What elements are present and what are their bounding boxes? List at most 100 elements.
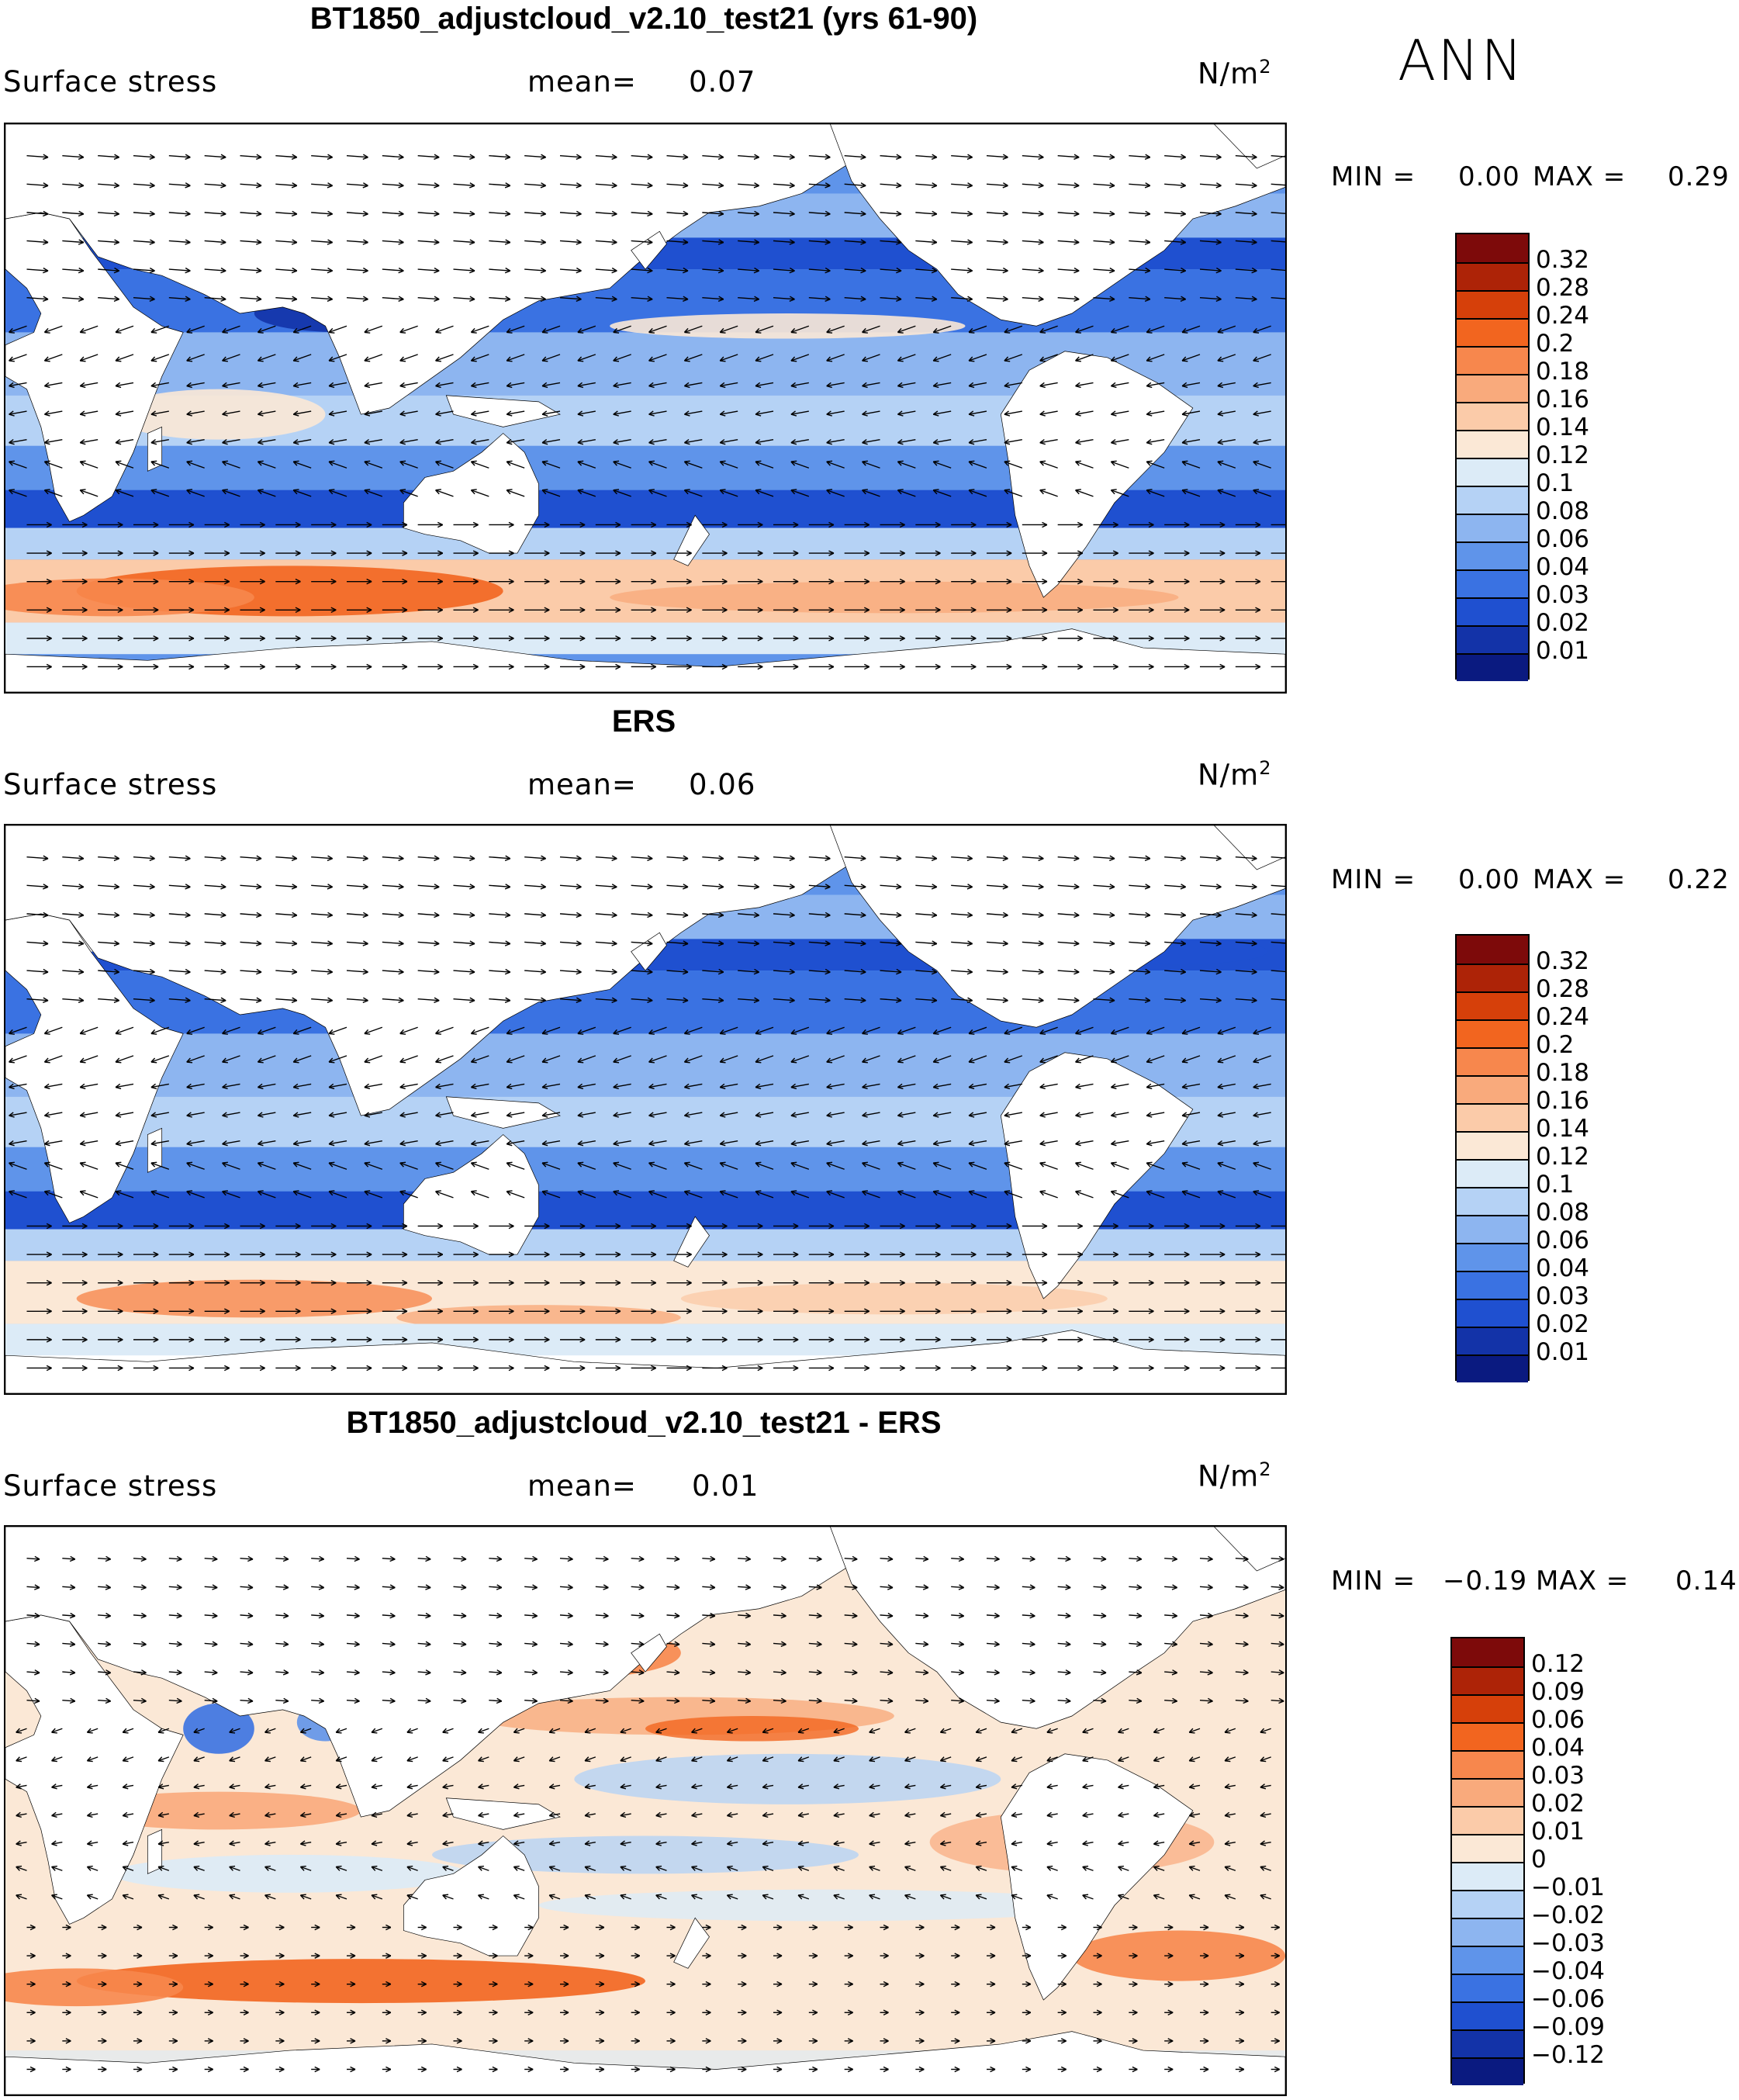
- colorbar-segment: [1457, 346, 1528, 374]
- colorbar-segment: [1457, 1019, 1528, 1047]
- colorbar-segment: [1457, 402, 1528, 430]
- colorbar-segment: [1457, 262, 1528, 290]
- colorbar-tick-label: 0.12: [1536, 441, 1590, 469]
- panel-3-colorbar: [1450, 1637, 1525, 2085]
- colorbar-tick-label: 0.32: [1536, 246, 1590, 274]
- colorbar-segment: [1457, 514, 1528, 541]
- colorbar-segment: [1452, 1946, 1523, 1974]
- colorbar-tick-label: −0.01: [1531, 1873, 1605, 1901]
- colorbar-segment: [1452, 1778, 1523, 1806]
- colorbar-segment: [1457, 1131, 1528, 1159]
- colorbar-segment: [1457, 1215, 1528, 1243]
- colorbar-segment: [1457, 1243, 1528, 1271]
- panel-2-max-value: 0.22: [1668, 864, 1730, 895]
- panel-1-colorbar: [1455, 233, 1530, 681]
- panel-3-variable: Surface stress: [3, 1469, 218, 1503]
- colorbar-segment: [1452, 1750, 1523, 1778]
- colorbar-segment: [1457, 1187, 1528, 1215]
- colorbar-tick-label: 0.04: [1531, 1734, 1585, 1762]
- colorbar-tick-label: 0.14: [1536, 1115, 1590, 1143]
- colorbar-tick-label: −0.09: [1531, 2013, 1605, 2041]
- colorbar-tick-label: −0.06: [1531, 1985, 1605, 2013]
- colorbar-segment: [1457, 991, 1528, 1019]
- colorbar-tick-label: 0.14: [1536, 413, 1590, 441]
- panel-1-variable: Surface stress: [3, 65, 218, 99]
- colorbar-segment: [1457, 318, 1528, 346]
- panel-1-min-value: 0.00: [1458, 161, 1520, 192]
- panel-1-max-value: 0.29: [1668, 161, 1730, 192]
- colorbar-tick-label: 0.09: [1531, 1678, 1585, 1706]
- colorbar-tick-label: 0.04: [1536, 553, 1590, 581]
- colorbar-tick-label: 0.02: [1531, 1790, 1585, 1818]
- colorbar-segment: [1457, 486, 1528, 514]
- panel-3-max-value: 0.14: [1675, 1565, 1737, 1597]
- panel-1-mean-label: mean=: [527, 65, 637, 99]
- colorbar-segment: [1452, 1722, 1523, 1750]
- colorbar-segment: [1457, 290, 1528, 318]
- panel-3-mean-label: mean=: [527, 1469, 637, 1503]
- panel-3-map: [4, 1525, 1287, 2096]
- season-label: ANN: [1398, 28, 1524, 93]
- panel-3-min-value: −0.19: [1443, 1565, 1528, 1597]
- panel-3-map-svg: [5, 1527, 1285, 2095]
- colorbar-tick-label: 0.28: [1536, 274, 1590, 302]
- colorbar-segment: [1457, 625, 1528, 653]
- colorbar-tick-label: 0.01: [1536, 1338, 1590, 1366]
- panel-1-map: [4, 123, 1287, 694]
- colorbar-segment: [1457, 1354, 1528, 1382]
- panel-3-mean-value: 0.01: [692, 1469, 759, 1503]
- panel-1-mean-value: 0.07: [689, 65, 756, 99]
- colorbar-segment: [1452, 1974, 1523, 2001]
- colorbar-tick-label: 0.08: [1536, 1199, 1590, 1226]
- colorbar-segment: [1457, 1299, 1528, 1327]
- colorbar-segment: [1457, 541, 1528, 569]
- colorbar-segment: [1457, 1047, 1528, 1075]
- colorbar-tick-label: 0.02: [1536, 1310, 1590, 1338]
- colorbar-segment: [1457, 597, 1528, 625]
- colorbar-segment: [1457, 936, 1528, 964]
- colorbar-tick-label: 0.03: [1536, 1282, 1590, 1310]
- colorbar-segment: [1452, 1806, 1523, 1834]
- colorbar-segment: [1457, 1075, 1528, 1103]
- colorbar-tick-label: 0.28: [1536, 975, 1590, 1003]
- panel-2-max-label: MAX =: [1533, 864, 1627, 895]
- colorbar-segment: [1452, 1862, 1523, 1890]
- colorbar-segment: [1452, 2029, 1523, 2057]
- colorbar-tick-label: 0.16: [1536, 1087, 1590, 1115]
- colorbar-tick-label: 0.1: [1536, 469, 1575, 497]
- colorbar-tick-label: 0.2: [1536, 1031, 1575, 1059]
- panel-3-title: BT1850_adjustcloud_v2.10_test21 - ERS: [346, 1406, 942, 1440]
- panel-3-units: N/m2: [1198, 1458, 1272, 1493]
- colorbar-tick-label: 0.01: [1536, 637, 1590, 665]
- colorbar-segment: [1457, 458, 1528, 486]
- colorbar-tick-label: 0: [1531, 1846, 1547, 1873]
- colorbar-tick-label: 0.08: [1536, 497, 1590, 525]
- colorbar-tick-label: 0.24: [1536, 1003, 1590, 1031]
- panel-2-mean-label: mean=: [527, 768, 637, 801]
- colorbar-segment: [1457, 234, 1528, 262]
- colorbar-segment: [1452, 1890, 1523, 1918]
- colorbar-segment: [1457, 964, 1528, 991]
- colorbar-segment: [1452, 1638, 1523, 1666]
- panel-2-variable: Surface stress: [3, 768, 218, 801]
- colorbar-tick-label: 0.2: [1536, 330, 1575, 358]
- colorbar-tick-label: 0.12: [1531, 1650, 1585, 1678]
- colorbar-segment: [1457, 1159, 1528, 1187]
- colorbar-tick-label: 0.32: [1536, 947, 1590, 975]
- colorbar-tick-label: 0.03: [1536, 581, 1590, 609]
- colorbar-tick-label: 0.03: [1531, 1762, 1585, 1790]
- colorbar-tick-label: 0.24: [1536, 302, 1590, 330]
- colorbar-tick-label: 0.12: [1536, 1143, 1590, 1171]
- panel-2-title: ERS: [611, 704, 676, 739]
- colorbar-tick-label: 0.18: [1536, 1059, 1590, 1087]
- colorbar-tick-label: −0.03: [1531, 1929, 1605, 1957]
- panel-2-map: [4, 824, 1287, 1395]
- colorbar-tick-label: 0.18: [1536, 358, 1590, 386]
- colorbar-tick-label: 0.06: [1536, 1226, 1590, 1254]
- panel-2-mean-value: 0.06: [689, 768, 756, 801]
- colorbar-segment: [1457, 430, 1528, 458]
- colorbar-tick-label: −0.02: [1531, 1901, 1605, 1929]
- colorbar-tick-label: −0.12: [1531, 2041, 1605, 2069]
- colorbar-tick-label: 0.04: [1536, 1254, 1590, 1282]
- panel-1-max-label: MAX =: [1533, 161, 1627, 192]
